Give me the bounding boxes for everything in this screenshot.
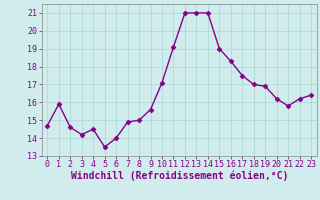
X-axis label: Windchill (Refroidissement éolien,°C): Windchill (Refroidissement éolien,°C) <box>70 171 288 181</box>
